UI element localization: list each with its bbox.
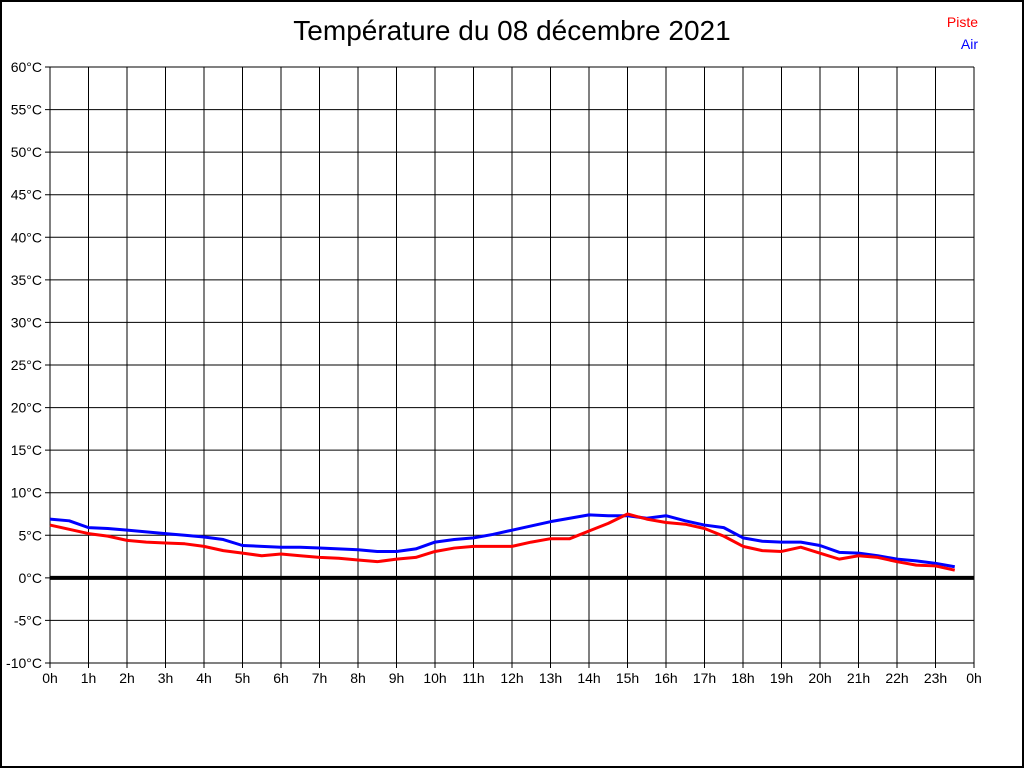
x-tick-label: 12h [500, 670, 523, 686]
y-tick-label: 50°C [11, 144, 42, 160]
x-tick-label: 23h [924, 670, 947, 686]
x-tick-label: 14h [577, 670, 600, 686]
x-tick-label: 7h [312, 670, 328, 686]
chart-title: Température du 08 décembre 2021 [293, 15, 731, 46]
x-tick-label: 21h [847, 670, 870, 686]
legend-item-air: Air [960, 36, 978, 52]
x-tick-label: 17h [693, 670, 716, 686]
x-tick-label: 4h [196, 670, 212, 686]
x-tick-label: 16h [654, 670, 677, 686]
air-line [49, 513, 956, 569]
x-tick-label: 10h [423, 670, 446, 686]
x-tick-label: 6h [273, 670, 289, 686]
y-tick-label: 40°C [11, 229, 42, 245]
y-tick-label: -5°C [14, 612, 42, 628]
x-tick-label: 20h [808, 670, 831, 686]
y-tick-label: 55°C [11, 102, 42, 118]
x-tick-label: 11h [462, 670, 484, 686]
x-tick-label: 5h [235, 670, 251, 686]
y-tick-label: 5°C [19, 527, 43, 543]
x-tick-label: 2h [119, 670, 135, 686]
piste-line [49, 512, 956, 572]
y-tick-label: 60°C [11, 59, 42, 75]
x-tick-label: 18h [731, 670, 754, 686]
x-tick-label: 15h [616, 670, 639, 686]
x-tick-label: 0h [42, 670, 58, 686]
y-tick-label: 25°C [11, 357, 42, 373]
x-tick-label: 3h [158, 670, 174, 686]
x-tick-label: 19h [770, 670, 793, 686]
x-tick-label: 1h [81, 670, 97, 686]
y-tick-label: 10°C [11, 485, 42, 501]
y-tick-label: 30°C [11, 314, 42, 330]
x-tick-label: 13h [539, 670, 562, 686]
x-tick-label: 0h [966, 670, 982, 686]
y-tick-label: 20°C [11, 400, 42, 416]
x-tick-label: 9h [389, 670, 405, 686]
x-tick-label: 22h [885, 670, 908, 686]
legend: Piste Air [947, 11, 978, 55]
x-tick-label: 8h [350, 670, 366, 686]
y-tick-label: 15°C [11, 442, 42, 458]
y-tick-label: -10°C [6, 655, 42, 671]
y-tick-label: 45°C [11, 187, 42, 203]
y-tick-label: 0°C [19, 570, 43, 586]
legend-item-piste: Piste [946, 14, 978, 30]
y-tick-label: 35°C [11, 272, 42, 288]
